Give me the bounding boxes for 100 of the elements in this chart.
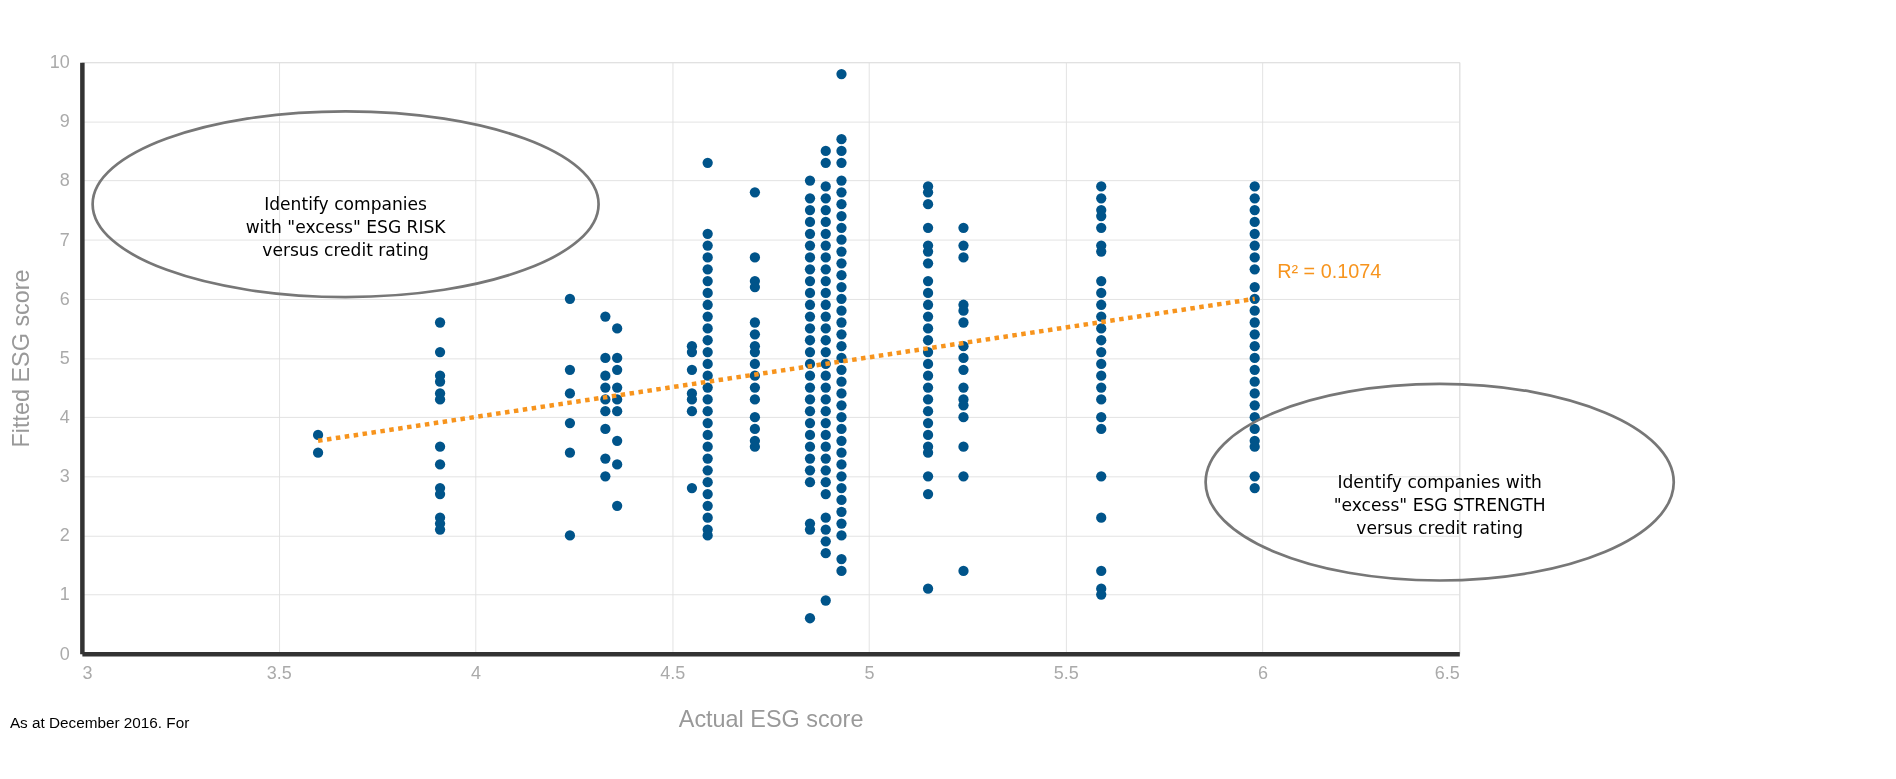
point (820, 252, 831, 263)
point (836, 471, 847, 482)
point (702, 346, 713, 358)
point (820, 264, 831, 275)
point (702, 240, 713, 251)
point (836, 134, 847, 145)
point (804, 175, 816, 186)
point (686, 482, 698, 494)
point (820, 595, 831, 606)
point (804, 216, 816, 228)
point (922, 222, 934, 233)
point (922, 287, 934, 299)
point (702, 441, 713, 452)
point (804, 477, 816, 488)
point (922, 335, 934, 346)
point (702, 477, 713, 488)
x-tick-label: 6 (1258, 663, 1269, 684)
point (702, 382, 713, 393)
point (958, 364, 969, 375)
point (702, 311, 713, 322)
point (564, 293, 576, 304)
point (1249, 240, 1260, 251)
point (958, 441, 969, 452)
point (836, 281, 847, 293)
point (1249, 205, 1260, 216)
point (836, 459, 847, 470)
point (804, 264, 816, 275)
x-tick-label: 3 (82, 663, 93, 684)
point (612, 406, 623, 417)
point (958, 412, 969, 423)
point (600, 382, 611, 393)
point (836, 175, 847, 186)
point (1249, 376, 1260, 387)
point (702, 429, 713, 441)
point (836, 341, 847, 352)
point (1249, 423, 1260, 435)
point (820, 441, 831, 452)
point (836, 258, 847, 269)
point (820, 299, 831, 310)
point (922, 275, 934, 287)
point (702, 488, 713, 500)
point (804, 613, 816, 624)
y-tick-label: 3 (59, 466, 70, 487)
point (1096, 471, 1107, 482)
point (820, 346, 831, 358)
point (836, 305, 847, 316)
point (1249, 341, 1260, 352)
point (702, 335, 713, 346)
point (922, 471, 934, 482)
point (434, 346, 446, 358)
point (836, 187, 847, 198)
point (922, 583, 934, 594)
point (600, 406, 611, 417)
point (749, 187, 761, 198)
point (820, 370, 831, 381)
point (922, 417, 934, 429)
point (922, 488, 934, 500)
point (820, 417, 831, 429)
y-tick-label: 2 (59, 525, 70, 546)
y-tick-label: 0 (59, 643, 70, 664)
point (820, 287, 831, 299)
point (804, 240, 816, 251)
point (1249, 264, 1260, 275)
point (820, 335, 831, 346)
point (958, 471, 969, 482)
point (804, 406, 816, 417)
point (804, 429, 816, 441)
x-tick-label: 6.5 (1434, 663, 1460, 684)
point (836, 447, 847, 458)
point (1096, 382, 1107, 393)
point (820, 394, 831, 405)
point (820, 465, 831, 476)
annotation: Identify companies with "excess" ESG STRENGTH versus credit rating (1333, 471, 1546, 539)
point (1249, 228, 1260, 239)
point (804, 205, 816, 216)
point (836, 553, 847, 565)
point (1249, 388, 1260, 399)
point (702, 500, 713, 511)
point (434, 459, 446, 470)
point (836, 145, 847, 157)
point (820, 488, 831, 500)
point (820, 453, 831, 464)
annotation: R² = 0.1074 (1277, 260, 1382, 283)
point (702, 287, 713, 299)
point (600, 453, 611, 464)
point (702, 275, 713, 287)
point (1096, 181, 1107, 192)
y-axis-title: Fitted ESG score (8, 269, 35, 448)
point (1249, 193, 1260, 204)
point (820, 323, 831, 334)
point (702, 453, 713, 464)
point (820, 512, 831, 523)
point (564, 447, 576, 458)
point (600, 423, 611, 435)
point (922, 429, 934, 441)
point (1096, 346, 1107, 358)
point (702, 370, 713, 381)
point (836, 246, 847, 257)
point (612, 500, 623, 511)
point (804, 370, 816, 381)
